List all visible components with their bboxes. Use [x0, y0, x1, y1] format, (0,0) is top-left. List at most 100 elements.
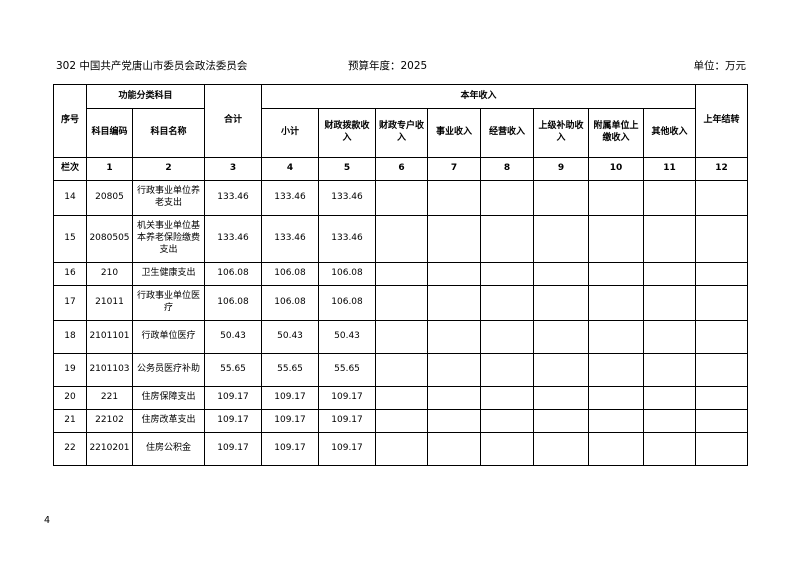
cell-superior-subsidy-income — [533, 215, 590, 263]
cell-seq: 14 — [53, 180, 87, 216]
cell-subject-code: 2101101 — [86, 320, 133, 354]
cell-subject-code: 221 — [86, 386, 133, 410]
cell-other-income — [643, 432, 697, 466]
cell-fiscal-appropriation: 109.17 — [318, 432, 377, 466]
cell-subject-name: 卫生健康支出 — [131, 262, 206, 286]
header-other-income: 其他收入 — [643, 108, 697, 158]
cell-operating-income — [480, 432, 535, 466]
cell-superior-subsidy-income — [533, 386, 590, 410]
organization-title: 302 中国共产党唐山市委员会政法委员会 — [56, 60, 248, 72]
lane-number-8: 8 — [480, 157, 535, 181]
cell-affiliated-unit-income — [588, 285, 645, 321]
cell-subject-name: 住房保障支出 — [131, 386, 206, 410]
cell-prior-year-carryover — [695, 262, 749, 286]
cell-operating-income — [480, 180, 535, 216]
cell-operating-income — [480, 262, 535, 286]
cell-fiscal-special-account — [375, 180, 429, 216]
header-seq-no: 序号 — [53, 84, 87, 158]
cell-superior-subsidy-income — [533, 432, 590, 466]
cell-business-income — [427, 215, 482, 263]
cell-superior-subsidy-income — [533, 285, 590, 321]
cell-fiscal-appropriation: 50.43 — [318, 320, 377, 354]
cell-fiscal-special-account — [375, 285, 429, 321]
lane-number-4: 4 — [261, 157, 320, 181]
cell-subject-code: 21011 — [86, 285, 133, 321]
fiscal-year-label: 预算年度：2025 — [348, 60, 428, 72]
cell-subject-name: 机关事业单位基本养老保险缴费支出 — [131, 215, 206, 263]
cell-fiscal-special-account — [375, 386, 429, 410]
cell-other-income — [643, 180, 697, 216]
header-business-income: 事业收入 — [427, 108, 482, 158]
lane-number-7: 7 — [427, 157, 482, 181]
cell-seq: 17 — [53, 285, 87, 321]
cell-prior-year-carryover — [695, 353, 749, 387]
header-subject-name: 科目名称 — [131, 108, 206, 158]
cell-seq: 15 — [53, 215, 87, 263]
cell-seq: 18 — [53, 320, 87, 354]
table-row: 17 21011 行政事业单位医疗 106.08 106.08 106.08 — [53, 285, 749, 321]
cell-affiliated-unit-income — [588, 432, 645, 466]
cell-subject-name: 住房公积金 — [131, 432, 206, 466]
cell-other-income — [643, 320, 697, 354]
cell-business-income — [427, 386, 482, 410]
lane-number-row: 栏次 1 2 3 4 5 6 7 8 9 10 11 12 — [53, 157, 749, 181]
cell-seq: 16 — [53, 262, 87, 286]
cell-business-income — [427, 285, 482, 321]
cell-subject-name: 公务员医疗补助 — [131, 353, 206, 387]
header-current-year-income-group: 本年收入 — [261, 84, 697, 109]
cell-prior-year-carryover — [695, 285, 749, 321]
cell-other-income — [643, 215, 697, 263]
cell-total: 50.43 — [204, 320, 263, 354]
cell-other-income — [643, 262, 697, 286]
cell-prior-year-carryover — [695, 386, 749, 410]
cell-subject-code: 2080505 — [86, 215, 133, 263]
cell-business-income — [427, 180, 482, 216]
cell-seq: 21 — [53, 409, 87, 433]
cell-seq: 22 — [53, 432, 87, 466]
cell-total: 55.65 — [204, 353, 263, 387]
table-row: 16 210 卫生健康支出 106.08 106.08 106.08 — [53, 262, 749, 286]
cell-fiscal-special-account — [375, 320, 429, 354]
cell-prior-year-carryover — [695, 409, 749, 433]
cell-fiscal-appropriation: 55.65 — [318, 353, 377, 387]
cell-subtotal: 55.65 — [261, 353, 320, 387]
cell-superior-subsidy-income — [533, 409, 590, 433]
cell-affiliated-unit-income — [588, 180, 645, 216]
lane-number-5: 5 — [318, 157, 377, 181]
lane-number-11: 11 — [643, 157, 697, 181]
lane-number-10: 10 — [588, 157, 645, 181]
cell-other-income — [643, 285, 697, 321]
table-row: 22 2210201 住房公积金 109.17 109.17 109.17 — [53, 432, 749, 466]
cell-total: 106.08 — [204, 262, 263, 286]
cell-subtotal: 109.17 — [261, 386, 320, 410]
cell-total: 109.17 — [204, 386, 263, 410]
cell-superior-subsidy-income — [533, 353, 590, 387]
cell-fiscal-special-account — [375, 215, 429, 263]
cell-superior-subsidy-income — [533, 320, 590, 354]
table-row: 21 22102 住房改革支出 109.17 109.17 109.17 — [53, 409, 749, 433]
cell-subject-code: 2210201 — [86, 432, 133, 466]
cell-fiscal-appropriation: 109.17 — [318, 409, 377, 433]
lane-number-1: 1 — [86, 157, 133, 181]
cell-fiscal-appropriation: 106.08 — [318, 262, 377, 286]
cell-superior-subsidy-income — [533, 262, 590, 286]
cell-subtotal: 133.46 — [261, 180, 320, 216]
cell-subtotal: 109.17 — [261, 409, 320, 433]
cell-total: 109.17 — [204, 409, 263, 433]
header-subtotal: 小计 — [261, 108, 320, 158]
cell-fiscal-appropriation: 106.08 — [318, 285, 377, 321]
cell-fiscal-appropriation: 133.46 — [318, 215, 377, 263]
page-number: 4 — [44, 515, 51, 526]
cell-subject-code: 20805 — [86, 180, 133, 216]
cell-subject-code: 22102 — [86, 409, 133, 433]
cell-operating-income — [480, 320, 535, 354]
cell-fiscal-special-account — [375, 262, 429, 286]
lane-number-12: 12 — [695, 157, 749, 181]
cell-prior-year-carryover — [695, 432, 749, 466]
cell-other-income — [643, 353, 697, 387]
cell-affiliated-unit-income — [588, 215, 645, 263]
cell-fiscal-appropriation: 109.17 — [318, 386, 377, 410]
cell-subtotal: 133.46 — [261, 215, 320, 263]
cell-operating-income — [480, 285, 535, 321]
